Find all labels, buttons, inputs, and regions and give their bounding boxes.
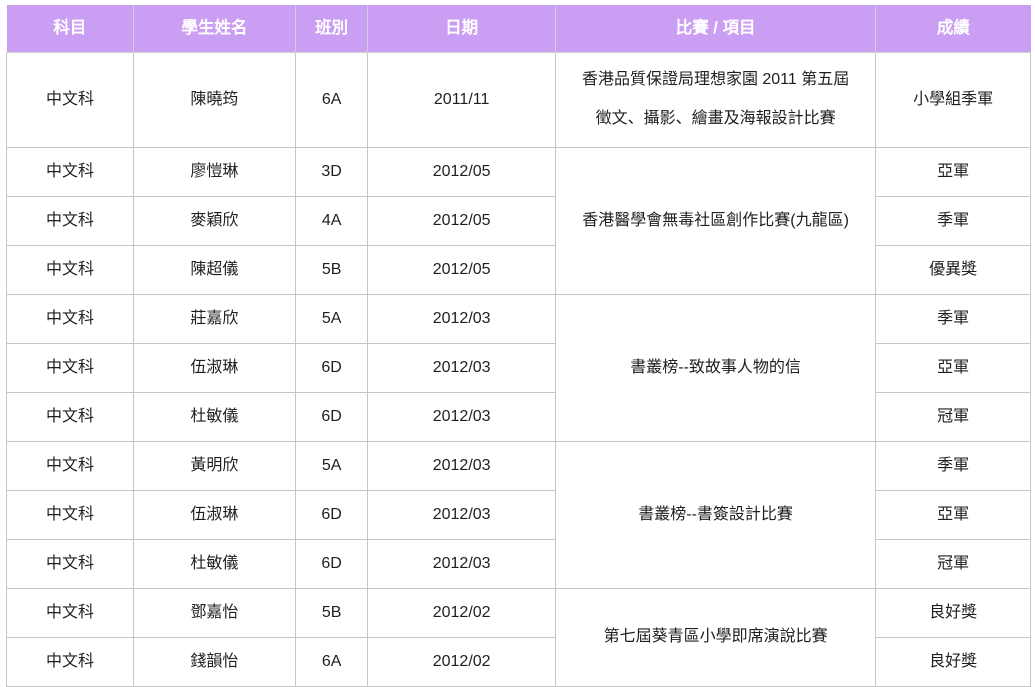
cell-subject: 中文科 xyxy=(6,539,134,589)
cell-result: 良好獎 xyxy=(875,637,1031,687)
cell-subject: 中文科 xyxy=(6,637,134,687)
cell-subject: 中文科 xyxy=(6,147,134,197)
header-cell-result: 成績 xyxy=(875,5,1031,53)
cell-subject: 中文科 xyxy=(6,343,134,393)
cell-date: 2012/03 xyxy=(367,343,556,393)
table-row: 中文科 陳超儀 5B 2012/05 優異獎 xyxy=(6,245,1031,295)
cell-student-name: 陳超儀 xyxy=(132,245,296,295)
cell-result: 亞軍 xyxy=(875,343,1031,393)
header-cell-student-name: 學生姓名 xyxy=(132,5,296,53)
cell-result: 冠軍 xyxy=(875,392,1031,442)
competition-line-2: 徵文、攝影、繪畫及海報設計比賽 xyxy=(595,109,836,127)
cell-result: 優異獎 xyxy=(875,245,1031,295)
cell-student-name: 伍淑琳 xyxy=(132,343,296,393)
cell-class: 4A xyxy=(294,196,369,246)
cell-result: 小學組季軍 xyxy=(875,52,1031,148)
table-row: 中文科 鄧嘉怡 5B 2012/02 第七屆葵青區小學即席演說比賽 良好獎 xyxy=(6,588,1031,687)
cell-date: 2012/03 xyxy=(367,490,556,540)
table-row: 中文科 伍淑琳 6D 2012/03 亞軍 xyxy=(6,343,1031,393)
cell-date: 2012/02 xyxy=(367,637,556,687)
cell-subject: 中文科 xyxy=(6,441,134,491)
cell-result: 良好獎 xyxy=(875,588,1031,638)
cell-class: 6D xyxy=(294,490,369,540)
table-row: 中文科 杜敏儀 6D 2012/03 冠軍 xyxy=(6,392,1031,442)
competition-line-1: 香港品質保證局理想家園 2011 第五屆 xyxy=(581,71,850,89)
cell-result: 季軍 xyxy=(875,441,1031,491)
table-row: 中文科 麥穎欣 4A 2012/05 季軍 xyxy=(6,196,1031,246)
cell-subject: 中文科 xyxy=(6,52,134,148)
cell-student-name: 廖愷琳 xyxy=(132,147,296,197)
table-row: 中文科 陳曉筠 6A 2011/11 香港品質保證局理想家園 2011 第五屆 … xyxy=(6,52,1031,148)
header-cell-date: 日期 xyxy=(367,5,556,53)
table-row: 中文科 莊嘉欣 5A 2012/03 書叢榜--致故事人物的信 季軍 xyxy=(6,294,1031,442)
cell-student-name: 麥穎欣 xyxy=(132,196,296,246)
table-row: 中文科 伍淑琳 6D 2012/03 亞軍 xyxy=(6,490,1031,540)
cell-subject: 中文科 xyxy=(6,196,134,246)
table-row: 中文科 廖愷琳 3D 2012/05 香港醫學會無毒社區創作比賽(九龍區) 亞軍 xyxy=(6,147,1031,295)
cell-subject: 中文科 xyxy=(6,294,134,344)
cell-competition: 香港品質保證局理想家園 2011 第五屆 徵文、攝影、繪畫及海報設計比賽 xyxy=(554,52,877,148)
header-cell-class: 班別 xyxy=(294,5,369,53)
cell-class: 5A xyxy=(294,441,369,491)
cell-class: 3D xyxy=(294,147,369,197)
cell-subject: 中文科 xyxy=(6,490,134,540)
cell-competition: 書叢榜--書簽設計比賽 xyxy=(554,441,877,589)
cell-student-name: 鄧嘉怡 xyxy=(132,588,296,638)
cell-subject: 中文科 xyxy=(6,392,134,442)
cell-competition: 書叢榜--致故事人物的信 xyxy=(554,294,877,442)
cell-result: 冠軍 xyxy=(875,539,1031,589)
header-cell-subject: 科目 xyxy=(6,5,134,53)
table-row: 中文科 錢韻怡 6A 2012/02 良好獎 xyxy=(6,637,1031,687)
cell-subject: 中文科 xyxy=(6,245,134,295)
cell-date: 2012/03 xyxy=(367,392,556,442)
cell-date: 2012/05 xyxy=(367,196,556,246)
cell-competition: 香港醫學會無毒社區創作比賽(九龍區) xyxy=(554,147,877,295)
cell-result: 亞軍 xyxy=(875,490,1031,540)
cell-class: 5B xyxy=(294,245,369,295)
cell-date: 2012/03 xyxy=(367,539,556,589)
cell-date: 2011/11 xyxy=(367,52,556,148)
cell-subject: 中文科 xyxy=(6,588,134,638)
cell-class: 5A xyxy=(294,294,369,344)
cell-class: 6A xyxy=(294,637,369,687)
cell-student-name: 杜敏儀 xyxy=(132,539,296,589)
cell-result: 亞軍 xyxy=(875,147,1031,197)
cell-class: 6D xyxy=(294,392,369,442)
table-row: 中文科 黃明欣 5A 2012/03 書叢榜--書簽設計比賽 季軍 xyxy=(6,441,1031,589)
cell-student-name: 錢韻怡 xyxy=(132,637,296,687)
cell-date: 2012/03 xyxy=(367,294,556,344)
cell-result: 季軍 xyxy=(875,294,1031,344)
cell-date: 2012/05 xyxy=(367,245,556,295)
table-header-row: 科目 學生姓名 班別 日期 比賽 / 項目 成績 xyxy=(6,5,1031,53)
cell-student-name: 莊嘉欣 xyxy=(132,294,296,344)
cell-student-name: 杜敏儀 xyxy=(132,392,296,442)
cell-class: 6A xyxy=(294,52,369,148)
table-row: 中文科 杜敏儀 6D 2012/03 冠軍 xyxy=(6,539,1031,589)
cell-competition: 第七屆葵青區小學即席演說比賽 xyxy=(554,588,877,687)
student-awards-table: 科目 學生姓名 班別 日期 比賽 / 項目 成績 中文科 陳曉筠 6A 2011… xyxy=(6,5,1031,687)
cell-date: 2012/03 xyxy=(367,441,556,491)
cell-result: 季軍 xyxy=(875,196,1031,246)
header-cell-competition: 比賽 / 項目 xyxy=(554,5,877,53)
cell-date: 2012/05 xyxy=(367,147,556,197)
cell-class: 6D xyxy=(294,539,369,589)
cell-student-name: 黃明欣 xyxy=(132,441,296,491)
cell-student-name: 伍淑琳 xyxy=(132,490,296,540)
cell-class: 5B xyxy=(294,588,369,638)
cell-date: 2012/02 xyxy=(367,588,556,638)
cell-class: 6D xyxy=(294,343,369,393)
cell-student-name: 陳曉筠 xyxy=(132,52,296,148)
